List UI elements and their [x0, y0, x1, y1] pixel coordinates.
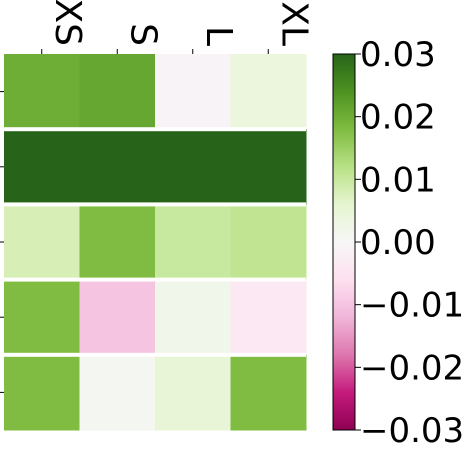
x-tick-label: L	[198, 26, 239, 46]
colorbar-tick-label: −0.01	[360, 286, 464, 326]
heatmap-cell	[230, 129, 307, 205]
heatmap-cell	[230, 54, 307, 130]
x-axis: XS S L XL	[41, 0, 314, 54]
x-tick-label: S	[122, 23, 163, 46]
row-separator	[4, 202, 306, 207]
heatmap-cell	[79, 354, 156, 431]
heatmap-cell	[230, 354, 307, 431]
row-separator	[4, 352, 306, 357]
colorbar-gradient	[333, 54, 355, 430]
heatmap-cell	[79, 204, 156, 281]
heatmap-cell	[4, 129, 80, 205]
heatmap-cell	[79, 279, 156, 356]
colorbar-tick-label: −0.03	[360, 411, 464, 450]
heatmap-cell	[4, 354, 80, 431]
colorbar-tick-label: 0.00	[360, 223, 436, 263]
heatmap-cell	[4, 54, 80, 130]
colorbar	[332, 53, 356, 431]
row-separator	[4, 127, 306, 132]
colorbar-tick-label: 0.03	[360, 35, 436, 75]
colorbar-ticks: 0.03 0.02 0.01 0.00 −0.01 −0.02 −0.03	[355, 35, 464, 450]
x-tick-label: XL	[273, 1, 314, 46]
heatmap-cell	[155, 354, 231, 431]
heatmap-cell	[79, 54, 156, 130]
colorbar-tick-label: 0.01	[360, 160, 436, 200]
x-tick-label: XS	[47, 0, 88, 46]
row-separators	[4, 127, 306, 357]
heatmap-cell	[230, 279, 307, 356]
colorbar-tick-label: 0.02	[360, 98, 436, 138]
heatmap-cell	[230, 204, 307, 281]
heatmap-cells	[4, 54, 307, 431]
heatmap-cell	[155, 54, 231, 130]
heatmap-cell	[4, 279, 80, 356]
row-separator	[4, 277, 306, 282]
heatmap-cell	[155, 129, 231, 205]
y-axis	[0, 91, 4, 393]
heatmap-cell	[79, 129, 156, 205]
colorbar-tick-label: −0.02	[360, 348, 464, 388]
heatmap-cell	[4, 204, 80, 281]
heatmap-cell	[155, 204, 231, 281]
heatmap-cell	[155, 279, 231, 356]
